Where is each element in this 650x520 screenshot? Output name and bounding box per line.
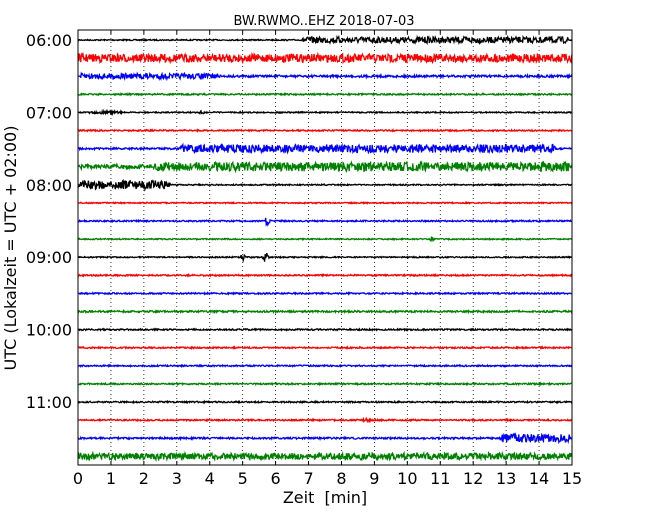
trace-0830 [77, 217, 573, 227]
x-tick-label-2: 2 [139, 469, 149, 488]
x-tick-label-6: 6 [271, 469, 281, 488]
trace-0945 [77, 308, 573, 315]
trace-1045 [78, 381, 573, 387]
trace-0815 [77, 200, 573, 205]
trace-0730 [77, 142, 573, 155]
x-tick-label-8: 8 [336, 469, 346, 488]
trace-1000 [77, 327, 573, 333]
plot-frame [77, 29, 573, 466]
trace-0800 [77, 178, 573, 192]
y-axis-label: UTC (Lokalzeit = UTC + 02:00) [1, 126, 20, 371]
y-tick-label-2: 08:00 [26, 176, 72, 195]
x-axis: 0 1 2 3 4 5 6 7 8 9 10 11 12 13 14 15 [73, 30, 582, 488]
x-tick-label-10: 10 [397, 469, 417, 488]
trace-0630 [77, 71, 573, 82]
trace-1030 [77, 363, 573, 369]
y-tick-label-4: 10:00 [26, 321, 72, 340]
x-tick-label-5: 5 [238, 469, 248, 488]
trace-1115 [77, 416, 573, 424]
x-tick-label-12: 12 [463, 469, 483, 488]
x-axis-label: Zeit [min] [283, 488, 367, 507]
y-axis: 06:00 07:00 08:00 09:00 10:00 11:00 [26, 31, 572, 412]
x-tick-label-3: 3 [172, 469, 182, 488]
trace-1015 [77, 345, 573, 351]
trace-1100 [77, 399, 573, 405]
y-tick-label-3: 09:00 [26, 248, 72, 267]
x-tick-label-7: 7 [303, 469, 313, 488]
trace-0615 [77, 51, 573, 65]
x-tick-label-4: 4 [205, 469, 215, 488]
trace-0900 [77, 252, 573, 263]
trace-0930 [77, 291, 573, 296]
x-tick-label-1: 1 [106, 469, 116, 488]
x-tick-label-15: 15 [562, 469, 582, 488]
chart-title: BW.RWMO..EHZ 2018-07-03 [233, 14, 414, 29]
y-tick-label-5: 11:00 [26, 393, 72, 412]
trace-0645 [77, 91, 573, 97]
x-tick-label-14: 14 [529, 469, 549, 488]
trace-0745 [77, 160, 573, 174]
trace-0715 [77, 128, 573, 133]
trace-1130 [77, 432, 573, 445]
trace-1145 [77, 450, 573, 463]
trace-group [77, 34, 573, 463]
x-tick-label-13: 13 [496, 469, 516, 488]
trace-0915 [77, 272, 573, 278]
x-tick-label-0: 0 [73, 469, 83, 488]
y-tick-label-1: 07:00 [26, 103, 72, 122]
x-tick-label-9: 9 [369, 469, 379, 488]
grid-lines [110, 30, 540, 465]
trace-0845 [77, 236, 573, 243]
trace-0600 [77, 34, 573, 46]
trace-0700 [77, 108, 573, 117]
y-tick-label-0: 06:00 [26, 31, 72, 50]
x-tick-label-11: 11 [430, 469, 450, 488]
